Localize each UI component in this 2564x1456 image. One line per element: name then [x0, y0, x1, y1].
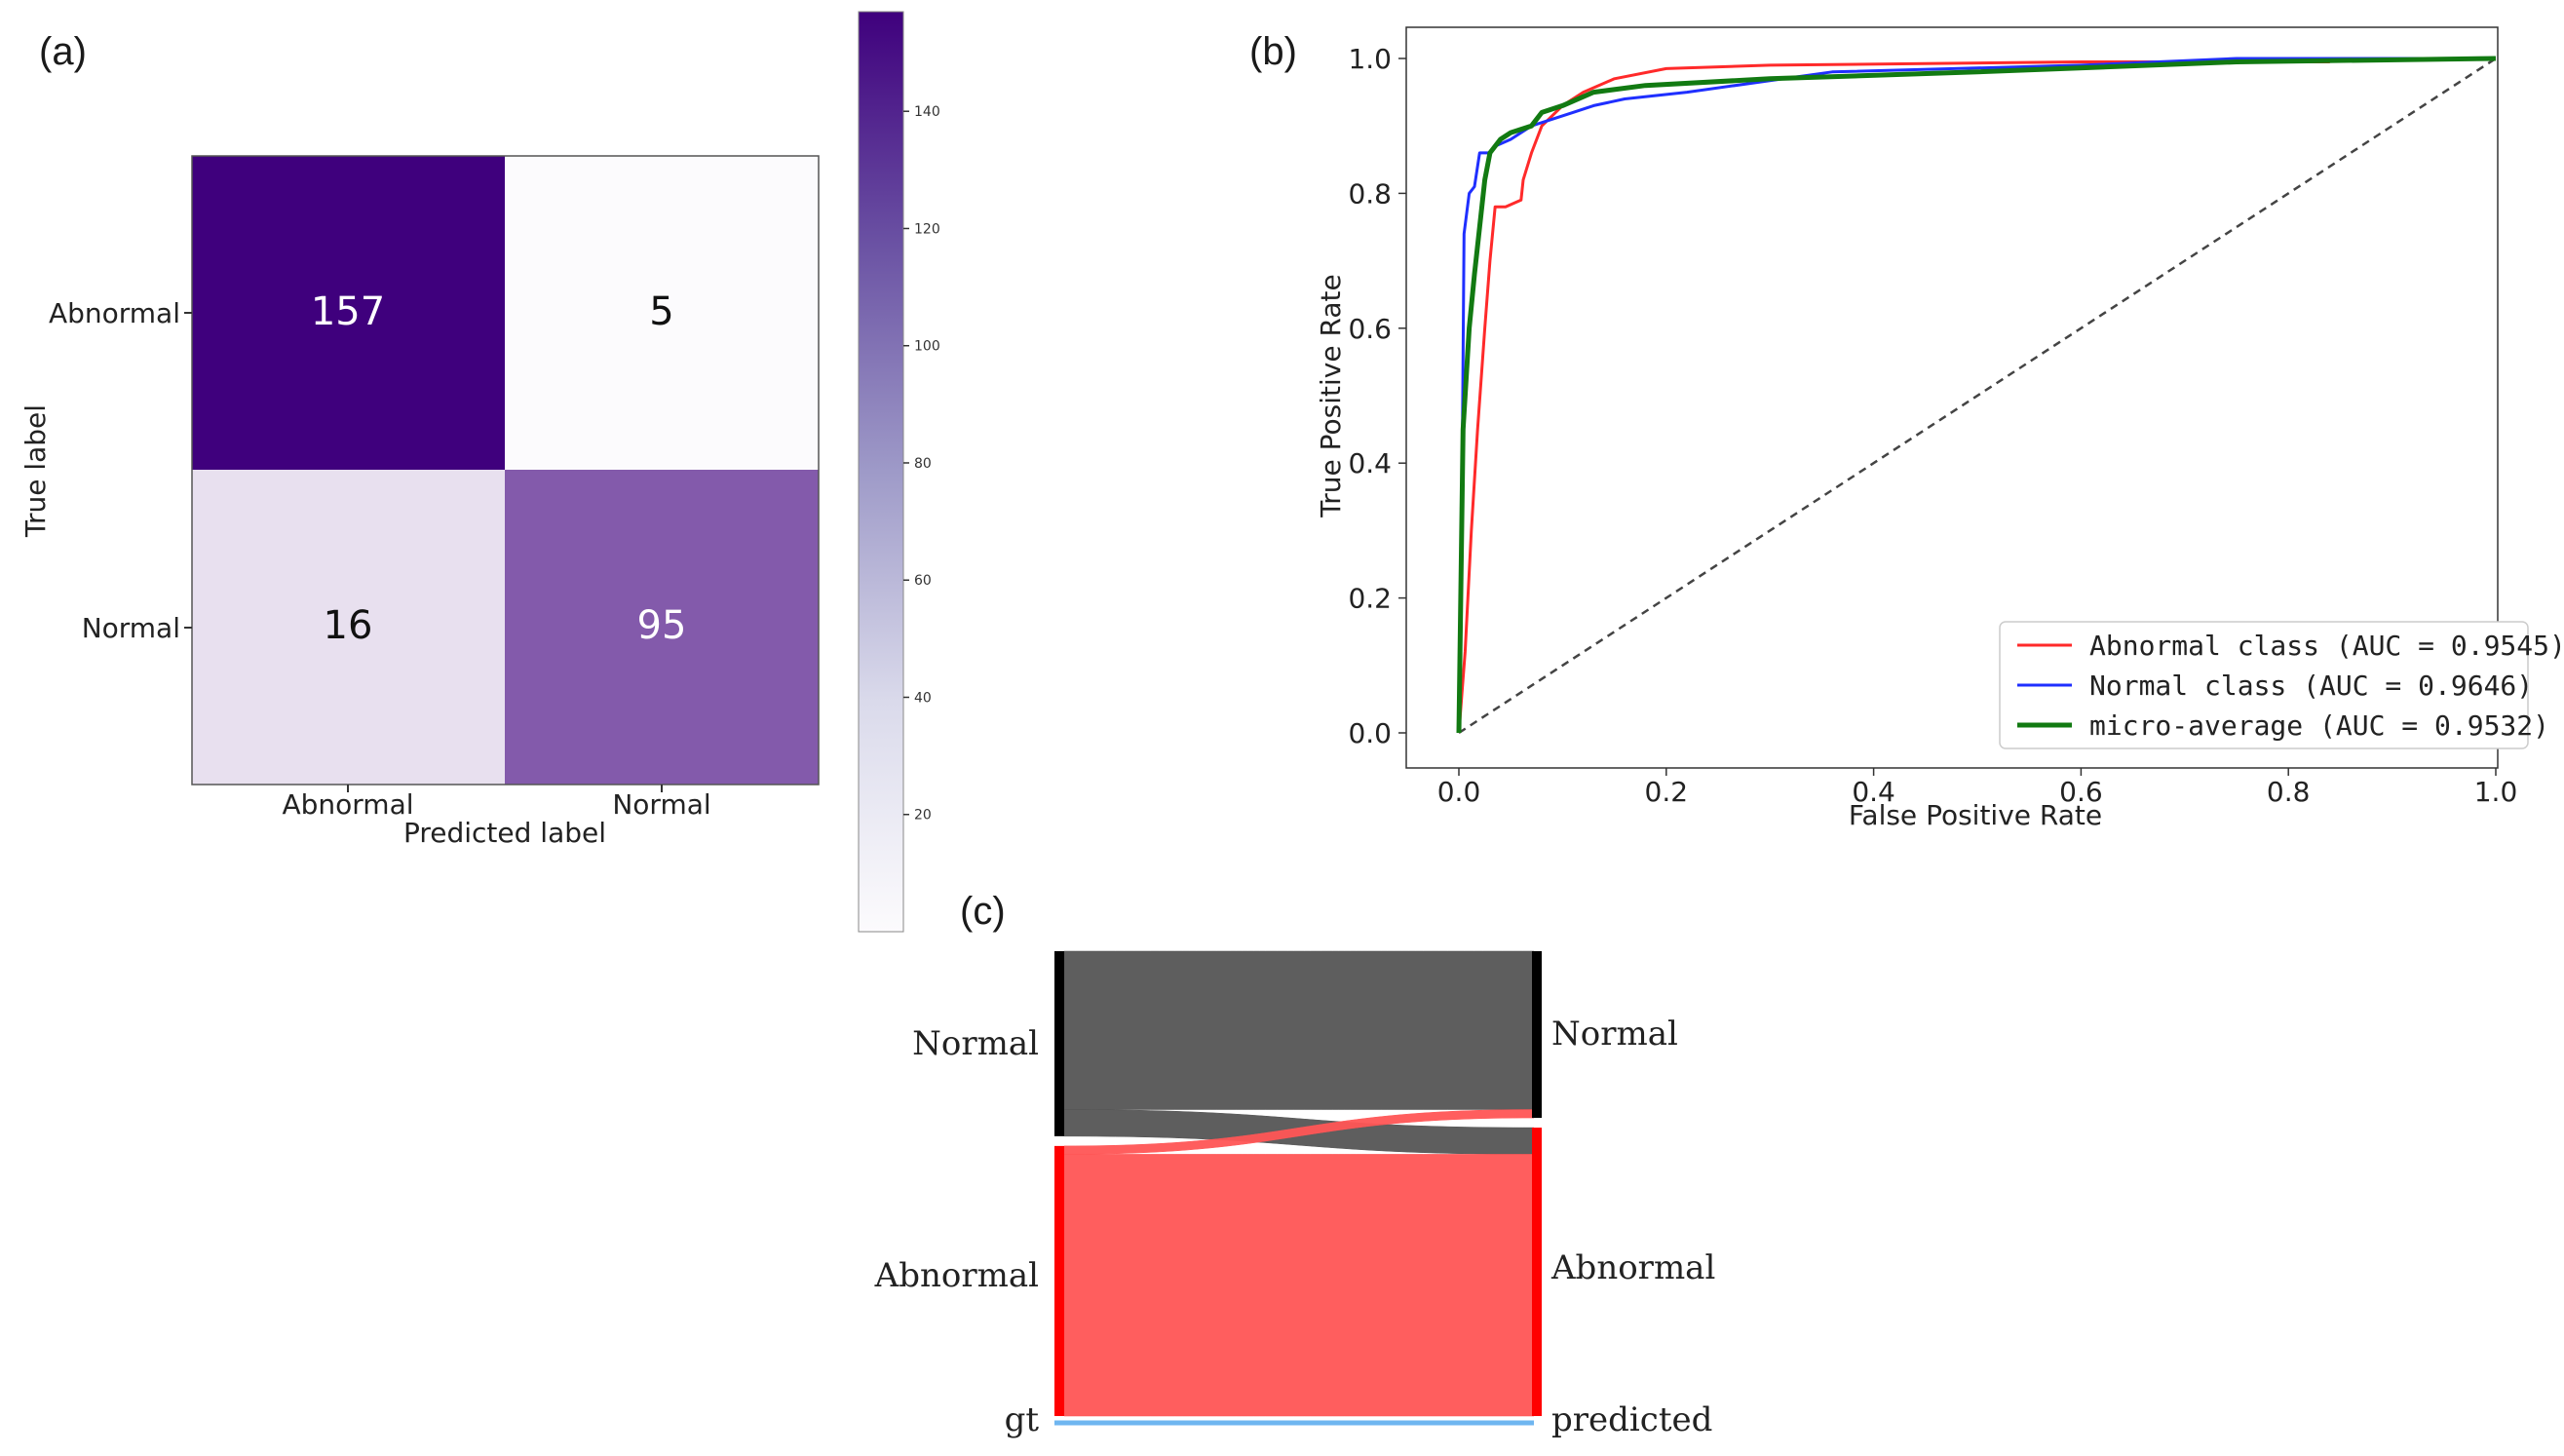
cm-value-abnormal-abnormal: 157 [311, 289, 385, 334]
cm-value-abnormal-normal: 5 [649, 289, 673, 334]
panel-b-label: (b) [1249, 30, 1297, 73]
x-tick-label: 0.4 [1852, 776, 1895, 808]
y-tick-label: 0.4 [1348, 447, 1392, 479]
panel-c-label: (c) [960, 890, 1006, 933]
sankey-right-node-normal [1532, 951, 1542, 1119]
cm-ylabel: True label [19, 404, 52, 538]
sankey-flow-normal-to-normal [1063, 950, 1535, 1110]
cm-value-normal-abnormal: 16 [324, 603, 373, 648]
sankey-right-label-abnormal: Abnormal [1550, 1248, 1715, 1287]
panel-a: (a) 157 5 16 95 Abnormal Normal Abnormal… [19, 11, 940, 933]
confusion-matrix: 157 5 16 95 Abnormal Normal Abnormal Nor… [19, 155, 820, 849]
roc-legend: Abnormal class (AUC = 0.9545) Normal clas… [1999, 621, 2564, 749]
legend-box [1999, 621, 2529, 749]
cm-frame [191, 155, 820, 785]
legend-entry: micro-average (AUC = 0.9532) [2089, 709, 2549, 742]
sankey-left-node-abnormal [1054, 1145, 1064, 1416]
colorbar-tick-label: 40 [914, 690, 932, 706]
cm-value-normal-normal: 95 [637, 603, 687, 648]
cm-row-label-normal: Normal [82, 612, 180, 644]
cm-col-label-normal: Normal [612, 788, 710, 821]
x-tick-label: 0.6 [2059, 776, 2103, 808]
x-tick-label: 1.0 [2474, 776, 2518, 808]
cm-cell-abnormal-abnormal [192, 156, 505, 470]
sankey-right-label-normal: Normal [1551, 1015, 1678, 1054]
sankey-left-label-normal: Normal [912, 1024, 1039, 1063]
roc-reference-diagonal [1458, 57, 2497, 735]
y-tick-label: 0.6 [1348, 313, 1392, 345]
roc-series-micro-average [1456, 56, 2497, 734]
x-tick-label: 0.0 [1437, 776, 1481, 808]
colorbar-tick-label: 60 [914, 573, 932, 589]
roc-series [1456, 56, 2497, 734]
y-tick-label: 0.0 [1348, 717, 1392, 749]
colorbar-ticks: 20 40 60 80 100 120 140 [903, 104, 940, 824]
panel-b: (b) 0.0 0.2 0.4 0.6 0.8 1.0 0.0 0.2 0.4 0.6 0.8 1.… [1249, 26, 2564, 831]
cm-xlabel: Predicted label [403, 817, 606, 849]
roc-ylabel: True Positive Rate [1315, 274, 1347, 517]
colorbar-gradient [858, 11, 904, 933]
panel-a-label: (a) [39, 30, 87, 73]
colorbar-tick-label: 80 [914, 456, 932, 472]
sankey-left-node-normal [1054, 951, 1064, 1136]
legend-entry: Normal class (AUC = 0.9646) [2089, 670, 2533, 702]
x-tick-label: 0.2 [1645, 776, 1689, 808]
colorbar-tick-label: 140 [914, 104, 940, 120]
colorbar: 20 40 60 80 100 120 140 [858, 11, 940, 933]
cm-cell-normal-abnormal [192, 470, 505, 785]
cm-row-label-abnormal: Abnormal [49, 297, 180, 329]
sankey-flow-abnormal-to-abnormal [1063, 1154, 1535, 1417]
sankey-left-label-abnormal: Abnormal [874, 1256, 1039, 1295]
roc-xlabel: False Positive Rate [1849, 799, 2102, 831]
sankey-diagram [1054, 950, 1542, 1417]
colorbar-tick-label: 120 [914, 221, 940, 237]
legend-entry: Abnormal class (AUC = 0.9545) [2089, 630, 2564, 662]
roc-y-ticks: 0.0 0.2 0.4 0.6 0.8 1.0 [1348, 43, 1406, 749]
roc-plot-frame [1405, 26, 2499, 769]
sankey-right-node-abnormal [1532, 1128, 1542, 1416]
panel-c: (c) Normal Abnormal Normal Abnormal gt p… [874, 890, 1716, 1439]
colorbar-tick-label: 20 [914, 808, 932, 824]
colorbar-tick-label: 100 [914, 339, 940, 355]
sankey-axis-label-gt: gt [1005, 1400, 1040, 1439]
roc-series-abnormal [1457, 60, 2330, 734]
y-tick-label: 0.2 [1348, 583, 1392, 615]
cm-col-label-abnormal: Abnormal [282, 788, 413, 821]
legend-items: Abnormal class (AUC = 0.9545) Normal clas… [2017, 630, 2564, 742]
x-tick-label: 0.8 [2267, 776, 2311, 808]
y-tick-label: 1.0 [1348, 43, 1392, 75]
sankey-axis-label-predicted: predicted [1551, 1400, 1712, 1439]
cm-cell-abnormal-normal [505, 156, 819, 470]
y-tick-label: 0.8 [1348, 177, 1392, 210]
roc-x-ticks: 0.0 0.2 0.4 0.6 0.8 1.0 [1437, 768, 2518, 808]
cm-cell-normal-normal [505, 470, 819, 785]
